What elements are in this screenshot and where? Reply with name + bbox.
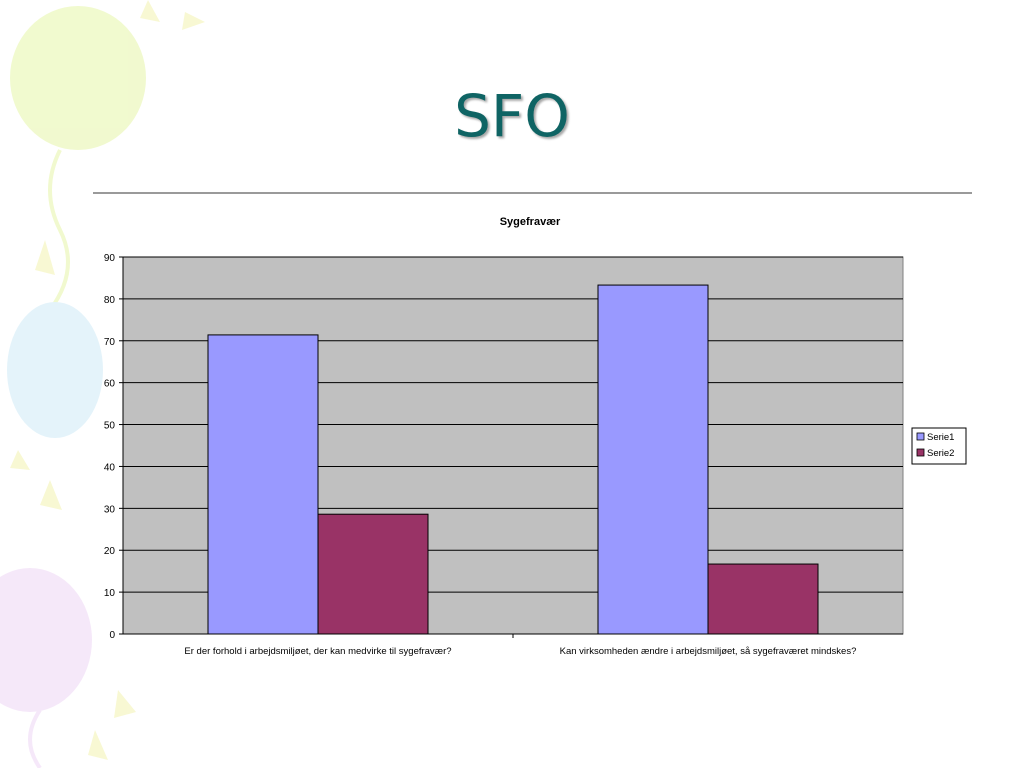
legend-swatch <box>916 448 925 457</box>
y-tick-label: 20 <box>104 546 116 557</box>
y-tick-label: 10 <box>104 588 116 599</box>
bar-serie2 <box>707 563 819 635</box>
bar-serie1 <box>597 284 709 635</box>
y-tick-label: 40 <box>104 462 116 473</box>
bar-serie1 <box>207 334 319 635</box>
legend-label: Serie2 <box>927 448 954 459</box>
y-tick-label: 90 <box>104 253 116 264</box>
y-tick-label: 50 <box>104 421 116 432</box>
y-tick-label: 80 <box>104 295 116 306</box>
y-tick-label: 70 <box>104 337 116 348</box>
slide-title: SFO <box>454 82 570 150</box>
y-tick-label: 0 <box>109 630 115 641</box>
bar-serie2 <box>317 513 429 635</box>
y-tick-label: 30 <box>104 504 116 515</box>
legend-swatch <box>916 432 925 441</box>
y-tick-label: 60 <box>104 379 116 390</box>
title-divider <box>93 192 972 194</box>
x-tick-label: Kan virksomheden ændre i arbejdsmiljøet,… <box>560 646 857 657</box>
chart-title: Sygefravær <box>500 216 561 228</box>
x-tick-label: Er der forhold i arbejdsmiljøet, der kan… <box>184 646 451 657</box>
legend-label: Serie1 <box>927 432 954 443</box>
